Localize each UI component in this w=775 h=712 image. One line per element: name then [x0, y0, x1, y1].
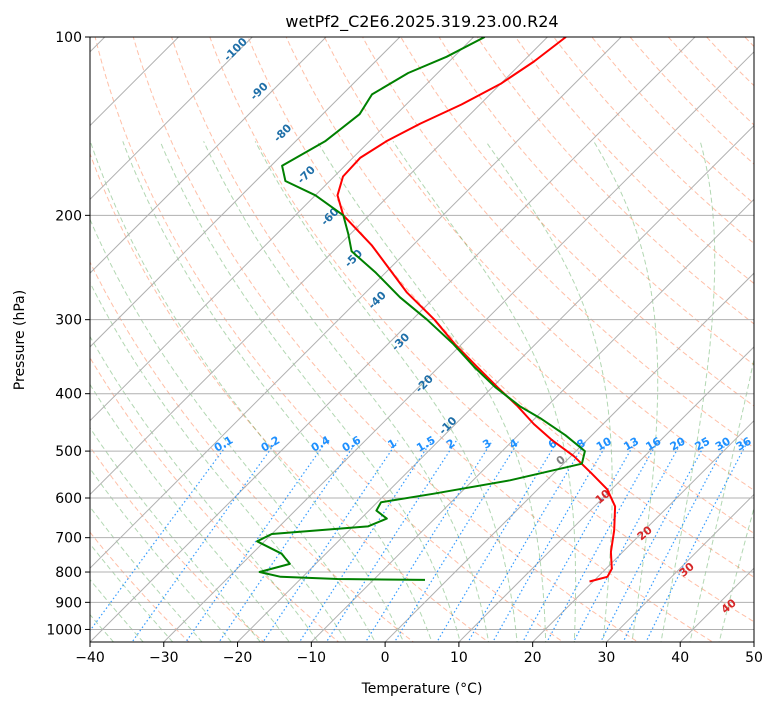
- y-tick-label: 600: [55, 491, 82, 507]
- x-tick-label: −10: [297, 650, 327, 666]
- chart-title: wetPf2_C2E6.2025.319.23.00.R24: [285, 12, 558, 32]
- x-tick-label: 30: [598, 650, 616, 666]
- y-tick-label: 200: [55, 208, 82, 224]
- y-tick-label: 300: [55, 313, 82, 329]
- y-tick-label: 1000: [46, 622, 82, 638]
- y-tick-label: 900: [55, 595, 82, 611]
- x-tick-label: −30: [149, 650, 179, 666]
- y-axis-label: Pressure (hPa): [12, 290, 28, 390]
- x-tick-label: 20: [524, 650, 542, 666]
- x-tick-label: 0: [381, 650, 390, 666]
- x-tick-label: 40: [671, 650, 689, 666]
- x-axis-label: Temperature (°C): [361, 681, 483, 697]
- y-tick-label: 100: [55, 30, 82, 46]
- y-tick-label: 800: [55, 565, 82, 581]
- x-tick-label: 50: [745, 650, 763, 666]
- x-tick-label: −40: [75, 650, 105, 666]
- x-tick-label: −20: [223, 650, 253, 666]
- y-tick-label: 400: [55, 387, 82, 403]
- x-tick-label: 10: [450, 650, 468, 666]
- y-tick-label: 700: [55, 531, 82, 547]
- y-tick-label: 500: [55, 444, 82, 460]
